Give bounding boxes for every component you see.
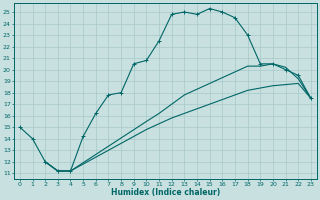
X-axis label: Humidex (Indice chaleur): Humidex (Indice chaleur) <box>111 188 220 197</box>
